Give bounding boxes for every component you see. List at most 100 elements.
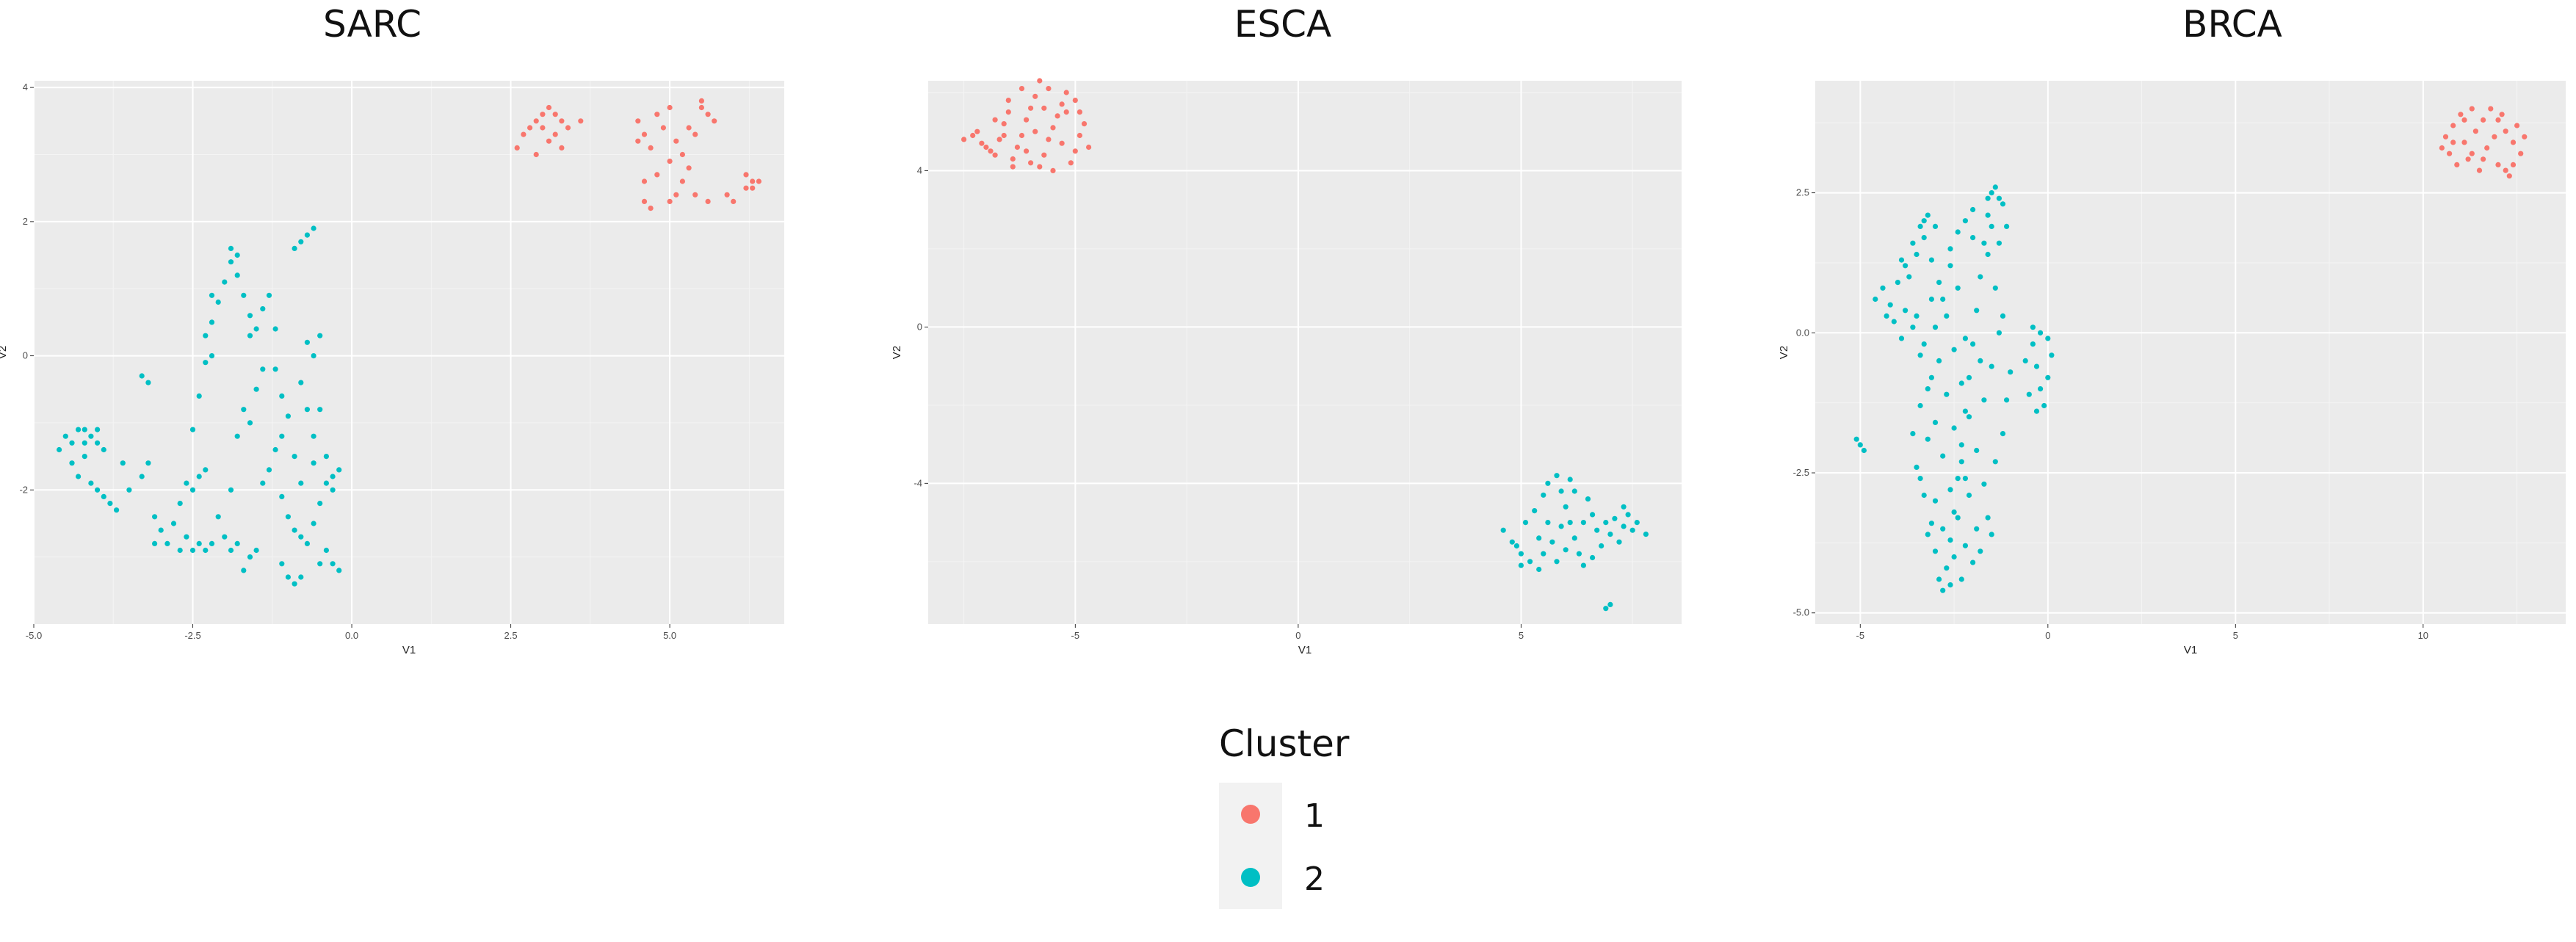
data-point-cluster-2 bbox=[139, 373, 145, 379]
data-point-cluster-2 bbox=[209, 292, 215, 298]
data-point-cluster-2 bbox=[215, 299, 221, 305]
data-point-cluster-2 bbox=[298, 574, 304, 580]
data-point-cluster-2 bbox=[234, 540, 240, 547]
data-point-cluster-1 bbox=[673, 138, 679, 144]
data-point-cluster-2 bbox=[1955, 515, 1961, 521]
data-point-cluster-1 bbox=[2461, 140, 2467, 145]
data-point-cluster-2 bbox=[222, 534, 228, 540]
data-point-cluster-1 bbox=[1014, 144, 1020, 151]
data-point-cluster-2 bbox=[1978, 548, 1983, 554]
data-point-cluster-1 bbox=[1063, 109, 1069, 115]
data-point-cluster-2 bbox=[196, 393, 202, 399]
data-point-cluster-2 bbox=[1962, 336, 1968, 341]
data-point-cluster-1 bbox=[2514, 123, 2520, 128]
data-point-cluster-1 bbox=[1054, 113, 1060, 119]
data-point-cluster-2 bbox=[279, 393, 285, 399]
data-point-cluster-2 bbox=[145, 380, 151, 385]
data-point-cluster-2 bbox=[1940, 453, 1946, 459]
data-point-cluster-1 bbox=[1072, 98, 1078, 104]
data-point-cluster-1 bbox=[1068, 160, 1074, 166]
data-point-cluster-2 bbox=[1992, 184, 1998, 190]
data-point-cluster-2 bbox=[1903, 263, 1909, 269]
y-axis-label: V2 bbox=[0, 346, 9, 359]
data-point-cluster-2 bbox=[1936, 280, 1942, 286]
data-point-cluster-2 bbox=[152, 540, 158, 547]
data-point-cluster-2 bbox=[95, 427, 101, 432]
data-point-cluster-2 bbox=[1947, 537, 1953, 543]
data-point-cluster-2 bbox=[253, 547, 259, 554]
data-point-cluster-1 bbox=[2518, 151, 2524, 156]
data-point-cluster-1 bbox=[1086, 144, 1092, 151]
data-point-cluster-2 bbox=[1873, 296, 1878, 302]
data-point-cluster-2 bbox=[228, 259, 234, 265]
data-point-cluster-2 bbox=[228, 487, 234, 493]
data-point-cluster-2 bbox=[336, 467, 342, 473]
data-point-cluster-2 bbox=[1921, 341, 1927, 347]
data-point-cluster-2 bbox=[1985, 515, 1991, 521]
panel-sarc: SARC -5.0 -2.5 0.0 2.5 5.0 -2 0 2 4 V1 V2 bbox=[0, 3, 784, 656]
data-point-cluster-1 bbox=[2447, 151, 2453, 156]
data-point-cluster-2 bbox=[1962, 476, 1968, 482]
legend-label-1: 1 bbox=[1304, 797, 1325, 835]
data-point-cluster-1 bbox=[2495, 162, 2501, 167]
data-point-cluster-2 bbox=[1853, 436, 1859, 442]
data-point-cluster-2 bbox=[1955, 229, 1961, 235]
data-point-cluster-1 bbox=[565, 125, 571, 131]
data-point-cluster-1 bbox=[2450, 123, 2456, 128]
data-point-cluster-2 bbox=[101, 493, 106, 500]
y-tick-label: 0 bbox=[917, 321, 922, 332]
data-point-cluster-2 bbox=[1989, 223, 1994, 229]
data-point-cluster-2 bbox=[247, 554, 253, 560]
data-point-cluster-2 bbox=[1554, 473, 1560, 479]
data-point-cluster-1 bbox=[2469, 106, 2475, 112]
data-point-cluster-1 bbox=[756, 178, 761, 184]
data-point-cluster-2 bbox=[323, 547, 329, 554]
data-point-cluster-2 bbox=[209, 540, 215, 547]
data-point-cluster-2 bbox=[82, 427, 87, 432]
data-point-cluster-1 bbox=[660, 125, 667, 131]
data-point-cluster-1 bbox=[2495, 117, 2501, 123]
data-point-cluster-2 bbox=[1549, 539, 1555, 545]
data-point-cluster-2 bbox=[1974, 526, 1980, 532]
scatter-panels: SARC -5.0 -2.5 0.0 2.5 5.0 -2 0 2 4 V1 V2 ESCA -5 0 5 -4… bbox=[0, 3, 2566, 656]
data-point-cluster-2 bbox=[1880, 285, 1886, 291]
series-cluster-1 bbox=[514, 98, 761, 211]
data-point-cluster-2 bbox=[95, 440, 101, 446]
data-point-cluster-2 bbox=[234, 433, 240, 439]
data-point-cluster-1 bbox=[559, 145, 565, 151]
data-point-cluster-1 bbox=[692, 192, 698, 198]
data-point-cluster-2 bbox=[2030, 325, 2036, 330]
data-point-cluster-2 bbox=[1932, 548, 1939, 554]
data-point-cluster-2 bbox=[1951, 425, 1957, 431]
data-point-cluster-2 bbox=[189, 547, 196, 554]
data-point-cluster-1 bbox=[1041, 105, 1047, 111]
data-point-cluster-2 bbox=[69, 440, 75, 446]
data-point-cluster-1 bbox=[705, 198, 711, 204]
data-point-cluster-2 bbox=[203, 360, 209, 366]
y-tick-label: -2.5 bbox=[1793, 467, 1809, 478]
data-point-cluster-1 bbox=[1032, 128, 1038, 134]
data-point-cluster-2 bbox=[1996, 195, 2002, 201]
data-point-cluster-2 bbox=[82, 454, 87, 460]
data-point-cluster-1 bbox=[992, 152, 998, 158]
data-point-cluster-2 bbox=[1928, 296, 1934, 302]
data-point-cluster-1 bbox=[641, 198, 648, 204]
data-point-cluster-1 bbox=[654, 112, 660, 117]
data-point-cluster-1 bbox=[648, 206, 654, 211]
x-tick-label: 5.0 bbox=[663, 630, 676, 641]
legend-key-1-dot bbox=[1241, 805, 1260, 824]
data-point-cluster-2 bbox=[1541, 492, 1546, 498]
data-point-cluster-2 bbox=[285, 413, 291, 419]
data-point-cluster-2 bbox=[145, 460, 151, 466]
data-point-cluster-1 bbox=[2510, 162, 2517, 167]
data-point-cluster-2 bbox=[1616, 539, 1622, 545]
data-point-cluster-2 bbox=[215, 514, 221, 520]
data-point-cluster-1 bbox=[667, 104, 673, 111]
data-point-cluster-1 bbox=[970, 132, 976, 139]
data-point-cluster-1 bbox=[552, 131, 558, 137]
data-point-cluster-2 bbox=[1951, 554, 1957, 560]
data-point-cluster-2 bbox=[1558, 523, 1564, 529]
data-point-cluster-2 bbox=[222, 279, 228, 285]
data-point-cluster-2 bbox=[1898, 336, 1905, 341]
